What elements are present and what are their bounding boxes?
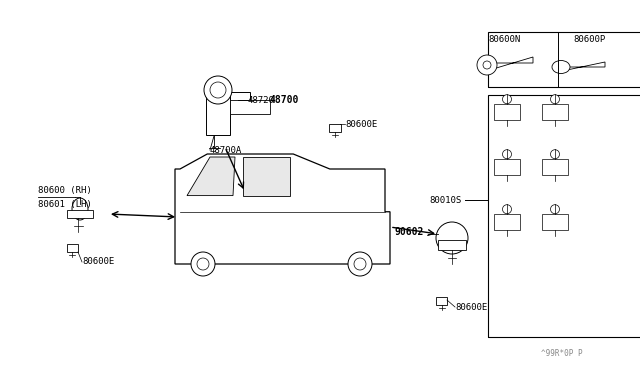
- Text: 80600 (RH): 80600 (RH): [38, 186, 92, 195]
- Polygon shape: [542, 214, 568, 230]
- Polygon shape: [67, 210, 93, 218]
- Ellipse shape: [72, 198, 88, 220]
- Polygon shape: [494, 104, 520, 120]
- Polygon shape: [206, 90, 230, 135]
- Text: 80601 (LH): 80601 (LH): [38, 199, 92, 208]
- Polygon shape: [436, 297, 447, 305]
- Text: ^99R*0P P: ^99R*0P P: [541, 350, 583, 359]
- Text: 80600E: 80600E: [455, 302, 487, 311]
- Circle shape: [436, 222, 468, 254]
- Circle shape: [483, 61, 491, 69]
- Text: 90602: 90602: [395, 227, 424, 237]
- Circle shape: [550, 150, 559, 159]
- Bar: [488, 32, 640, 87]
- Polygon shape: [230, 100, 270, 114]
- Text: 48720: 48720: [248, 96, 275, 105]
- Text: 80010S: 80010S: [429, 196, 462, 205]
- Circle shape: [348, 252, 372, 276]
- Circle shape: [502, 95, 511, 104]
- Circle shape: [210, 82, 226, 98]
- Circle shape: [550, 205, 559, 214]
- Circle shape: [477, 55, 497, 75]
- Polygon shape: [187, 157, 235, 196]
- Bar: [488, 95, 640, 337]
- Text: 80600P: 80600P: [574, 35, 606, 44]
- Text: 80600E: 80600E: [345, 119, 377, 128]
- Text: 48700: 48700: [270, 95, 300, 105]
- Polygon shape: [493, 57, 533, 69]
- Polygon shape: [330, 124, 340, 132]
- Circle shape: [502, 150, 511, 159]
- Circle shape: [354, 258, 366, 270]
- Polygon shape: [542, 104, 568, 120]
- Circle shape: [204, 76, 232, 104]
- Text: 80600N: 80600N: [489, 35, 521, 44]
- Polygon shape: [438, 240, 466, 250]
- Circle shape: [550, 95, 559, 104]
- Text: 80600E: 80600E: [82, 257, 115, 266]
- Polygon shape: [67, 244, 77, 252]
- Text: 48700A: 48700A: [210, 145, 243, 154]
- Polygon shape: [567, 62, 605, 70]
- Polygon shape: [243, 157, 290, 196]
- Circle shape: [197, 258, 209, 270]
- Polygon shape: [494, 159, 520, 175]
- Circle shape: [191, 252, 215, 276]
- Polygon shape: [542, 159, 568, 175]
- Ellipse shape: [552, 61, 570, 74]
- Polygon shape: [230, 92, 250, 105]
- Circle shape: [502, 205, 511, 214]
- Polygon shape: [175, 154, 390, 264]
- Polygon shape: [494, 214, 520, 230]
